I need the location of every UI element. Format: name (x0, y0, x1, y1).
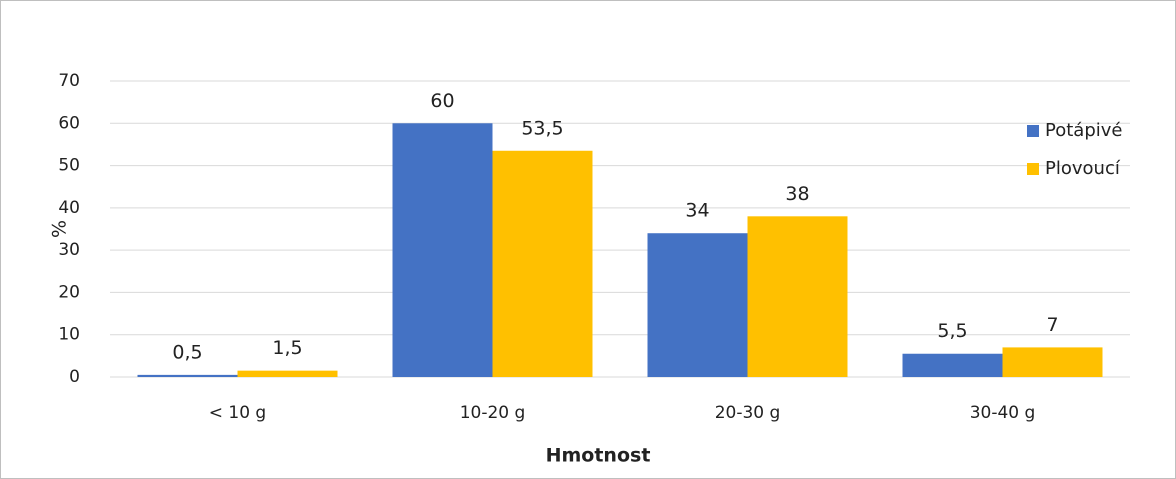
y-tick-label: 40 (58, 198, 80, 218)
bar (492, 150, 593, 377)
bar (647, 233, 748, 377)
data-label: 34 (685, 200, 709, 222)
y-tick-label: 50 (58, 156, 80, 176)
y-tick-label: 10 (58, 325, 80, 345)
y-tick-label: 30 (58, 240, 80, 260)
data-label: 53,5 (521, 117, 563, 139)
bar (392, 123, 493, 378)
data-label: 5,5 (937, 320, 967, 342)
x-axis-title: Hmotnost (546, 445, 651, 467)
bar (1002, 347, 1103, 377)
bar (902, 353, 1003, 377)
x-tick-label: < 10 g (209, 403, 266, 423)
y-tick-label: 20 (58, 282, 80, 302)
bar (237, 370, 338, 377)
x-tick-label: 30-40 g (970, 403, 1036, 423)
bar (747, 216, 848, 377)
y-tick-label: 0 (69, 367, 80, 387)
data-label: 38 (785, 183, 809, 205)
y-axis-title: % (49, 220, 71, 238)
x-tick-label: 10-20 g (460, 403, 526, 423)
data-label: 1,5 (272, 337, 302, 359)
y-tick-label: 60 (58, 113, 80, 133)
legend-swatch (1027, 125, 1039, 137)
x-tick-label: 20-30 g (715, 403, 781, 423)
y-tick-label: 70 (58, 71, 80, 91)
legend-label: Potápivé (1045, 120, 1122, 141)
data-label: 60 (430, 90, 454, 112)
legend-swatch (1027, 163, 1039, 175)
legend-label: Plovoucí (1045, 158, 1121, 179)
data-label: 0,5 (172, 341, 202, 363)
data-label: 7 (1046, 314, 1058, 336)
bar (137, 374, 238, 377)
